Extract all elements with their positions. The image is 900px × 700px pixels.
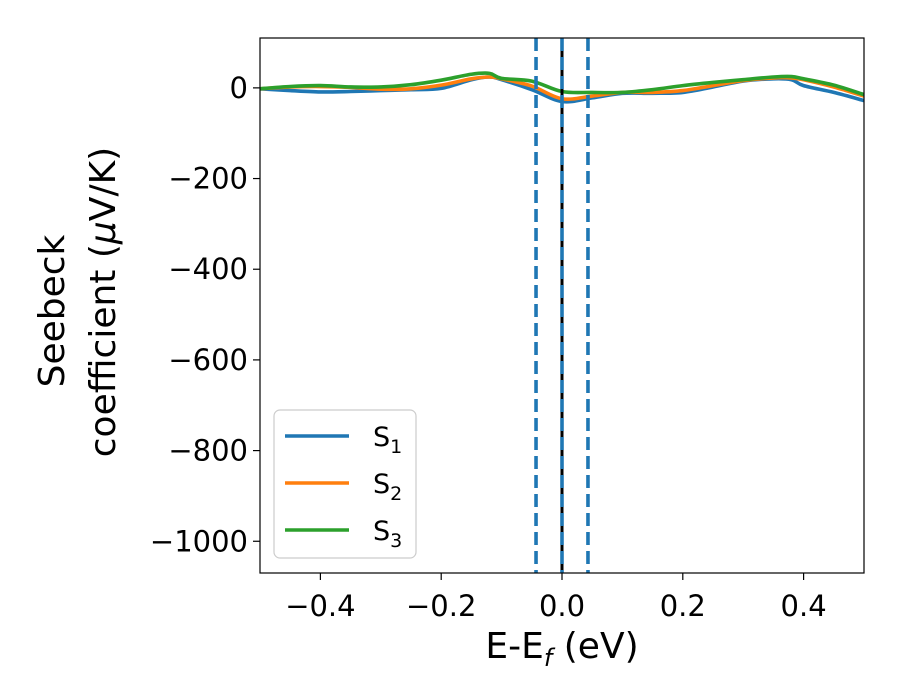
y-tick-label: −200 (168, 162, 248, 196)
y-tick-label: −400 (168, 252, 248, 286)
y-axis-label-text: coefficient ( (83, 244, 124, 457)
y-axis-label-line1: Seebeck (32, 234, 73, 387)
legend-label-s1: S1 (373, 422, 402, 458)
x-tick-label: 0.0 (539, 589, 585, 623)
y-axis-label-mu: μ (83, 221, 124, 245)
x-axis-ticks: −0.4 −0.2 0.0 0.2 0.4 (285, 573, 827, 623)
y-tick-label: −1000 (150, 524, 248, 558)
x-axis-label-main: E-E (485, 626, 543, 667)
x-axis-label: E-Ef (eV) (485, 626, 638, 672)
x-axis-label-unit: (eV) (552, 626, 638, 667)
y-axis-label-unit: V/K) (83, 147, 124, 221)
y-tick-label: −800 (168, 434, 248, 468)
x-tick-label: 0.4 (781, 589, 827, 623)
legend-label-s2: S2 (373, 469, 402, 505)
y-tick-label: −600 (168, 343, 248, 377)
x-tick-label: −0.2 (406, 589, 476, 623)
x-tick-label: −0.4 (285, 589, 355, 623)
y-tick-label: 0 (230, 71, 248, 105)
x-tick-label: 0.2 (660, 589, 706, 623)
legend-label-s3: S3 (373, 516, 402, 552)
y-axis-label-line2: coefficient (μV/K) (83, 147, 124, 457)
legend: S1 S2 S3 (273, 409, 417, 559)
y-axis-ticks: 0 −200 −400 −600 −800 −1000 (150, 71, 260, 558)
vline-layer (534, 38, 590, 573)
